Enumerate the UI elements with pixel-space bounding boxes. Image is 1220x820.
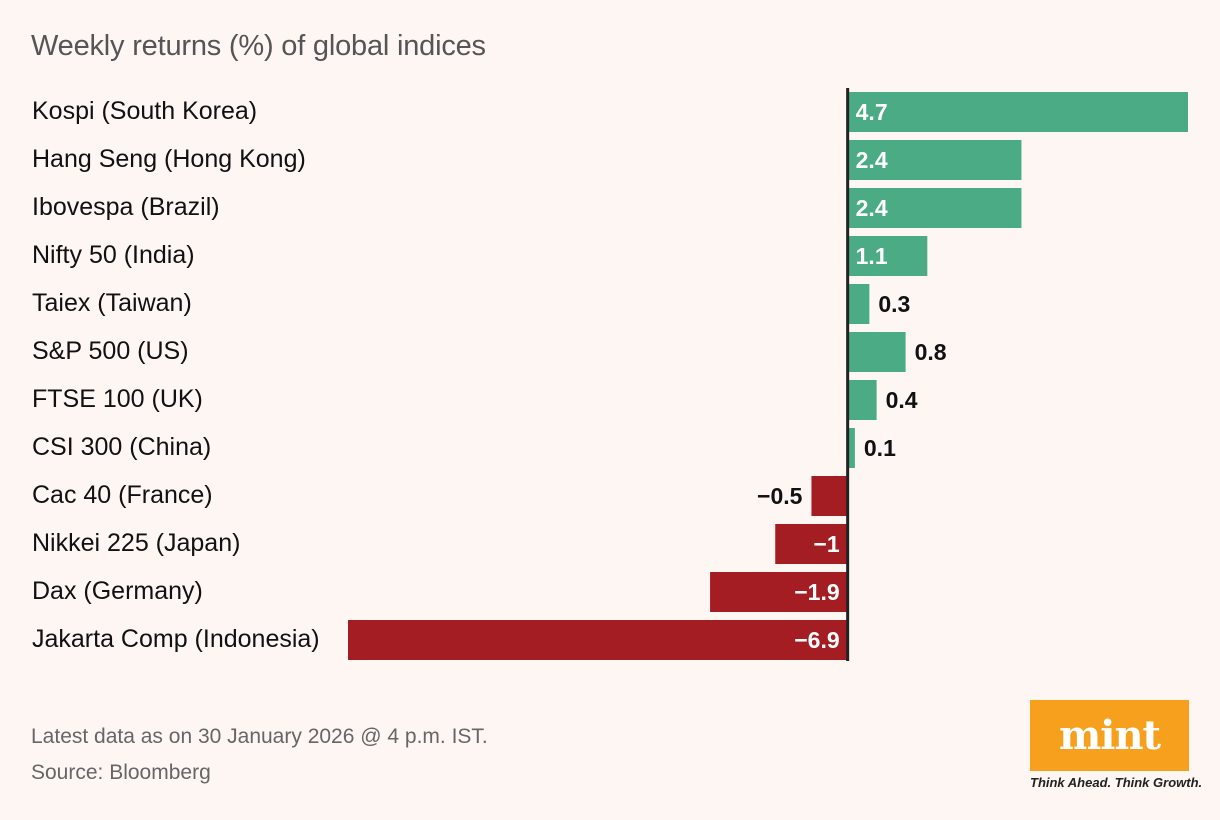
category-label: FTSE 100 (UK) — [32, 385, 203, 413]
value-label: 2.4 — [856, 147, 888, 173]
category-label: Nikkei 225 (Japan) — [32, 529, 241, 557]
bar — [847, 188, 1022, 228]
value-label: 0.3 — [878, 291, 910, 317]
bar — [710, 572, 848, 612]
bar — [811, 476, 848, 516]
data-note: Latest data as on 30 January 2026 @ 4 p.… — [31, 725, 488, 748]
bar — [775, 524, 848, 564]
source-note: Source: Bloomberg — [31, 761, 211, 784]
bar — [847, 380, 877, 420]
value-label: 1.1 — [856, 243, 888, 269]
category-label: Taiex (Taiwan) — [32, 289, 192, 317]
chart-title: Weekly returns (%) of global indices — [31, 30, 486, 62]
category-label: CSI 300 (China) — [32, 433, 212, 461]
logo-tagline: Think Ahead. Think Growth. — [1030, 775, 1203, 790]
bar — [847, 236, 928, 276]
category-label: Dax (Germany) — [32, 577, 203, 605]
value-label: 2.4 — [856, 195, 888, 221]
category-label: Hang Seng (Hong Kong) — [32, 145, 306, 173]
bar — [847, 332, 906, 372]
bar — [847, 140, 1022, 180]
logo-text: mint — [1058, 712, 1161, 759]
bar — [348, 620, 848, 660]
category-label: Kospi (South Korea) — [32, 97, 258, 125]
value-label: −6.9 — [794, 627, 839, 653]
bar-chart: 4.7 2.4 2.4 1.1 0.30.8 0.4 0.1 −0.5 −1 −1.9 −6.9 — [348, 88, 1188, 661]
value-label: 0.8 — [915, 339, 947, 365]
value-label: 0.1 — [864, 435, 896, 461]
value-label: 4.7 — [856, 99, 888, 125]
bar — [847, 428, 855, 468]
bar — [847, 92, 1188, 132]
value-label: −1 — [813, 531, 839, 557]
category-label: Cac 40 (France) — [32, 481, 213, 509]
mint-logo: mint — [1030, 700, 1189, 771]
bar — [847, 284, 870, 324]
category-label: Jakarta Comp (Indonesia) — [32, 625, 320, 653]
value-label: −1.9 — [794, 579, 839, 605]
category-label: Nifty 50 (India) — [32, 241, 195, 269]
value-label: 0.4 — [886, 387, 918, 413]
category-label: Ibovespa (Brazil) — [32, 193, 220, 221]
value-label: −0.5 — [757, 483, 803, 509]
category-label: S&P 500 (US) — [32, 337, 189, 365]
